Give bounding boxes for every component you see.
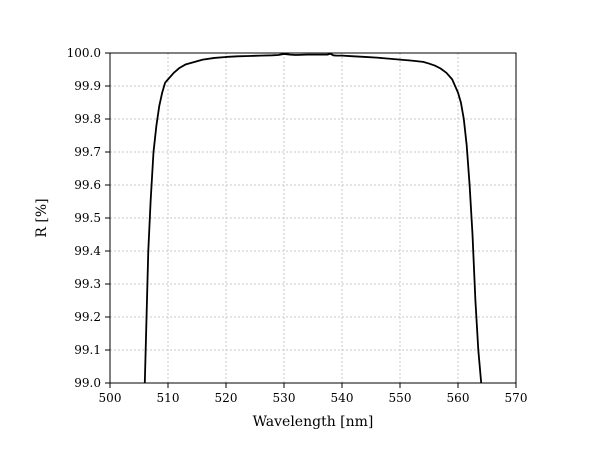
x-tick-label: 520 xyxy=(215,391,238,405)
x-tick-label: 560 xyxy=(447,391,470,405)
y-axis-title: R [%] xyxy=(34,198,50,237)
ticks-layer xyxy=(105,52,517,388)
grid-layer xyxy=(110,53,516,383)
x-tick-label: 540 xyxy=(331,391,354,405)
x-axis-title: Wavelength [nm] xyxy=(253,414,374,430)
y-tick-label: 99.5 xyxy=(74,211,101,225)
y-tick-label: 99.3 xyxy=(74,277,101,291)
x-tick-label: 500 xyxy=(99,391,122,405)
y-tick-label: 99.1 xyxy=(74,343,101,357)
y-tick-label: 100.0 xyxy=(67,46,101,60)
tick-labels-layer: 500 510 520 530 540 550 560 570 99.0 99.1 99.2 99.3… xyxy=(67,46,528,405)
reflectance-series-line xyxy=(143,52,483,384)
y-tick-label: 99.7 xyxy=(74,145,101,159)
series-layer xyxy=(143,52,483,384)
y-tick-label: 99.6 xyxy=(74,178,101,192)
y-tick-label: 99.2 xyxy=(74,310,101,324)
y-tick-label: 99.0 xyxy=(74,376,101,390)
x-tick-label: 570 xyxy=(505,391,528,405)
x-tick-label: 510 xyxy=(157,391,180,405)
x-tick-label: 530 xyxy=(273,391,296,405)
y-tick-label: 99.4 xyxy=(74,244,101,258)
x-tick-label: 550 xyxy=(389,391,412,405)
y-tick-label: 99.9 xyxy=(74,79,101,93)
y-tick-label: 99.8 xyxy=(74,112,101,126)
